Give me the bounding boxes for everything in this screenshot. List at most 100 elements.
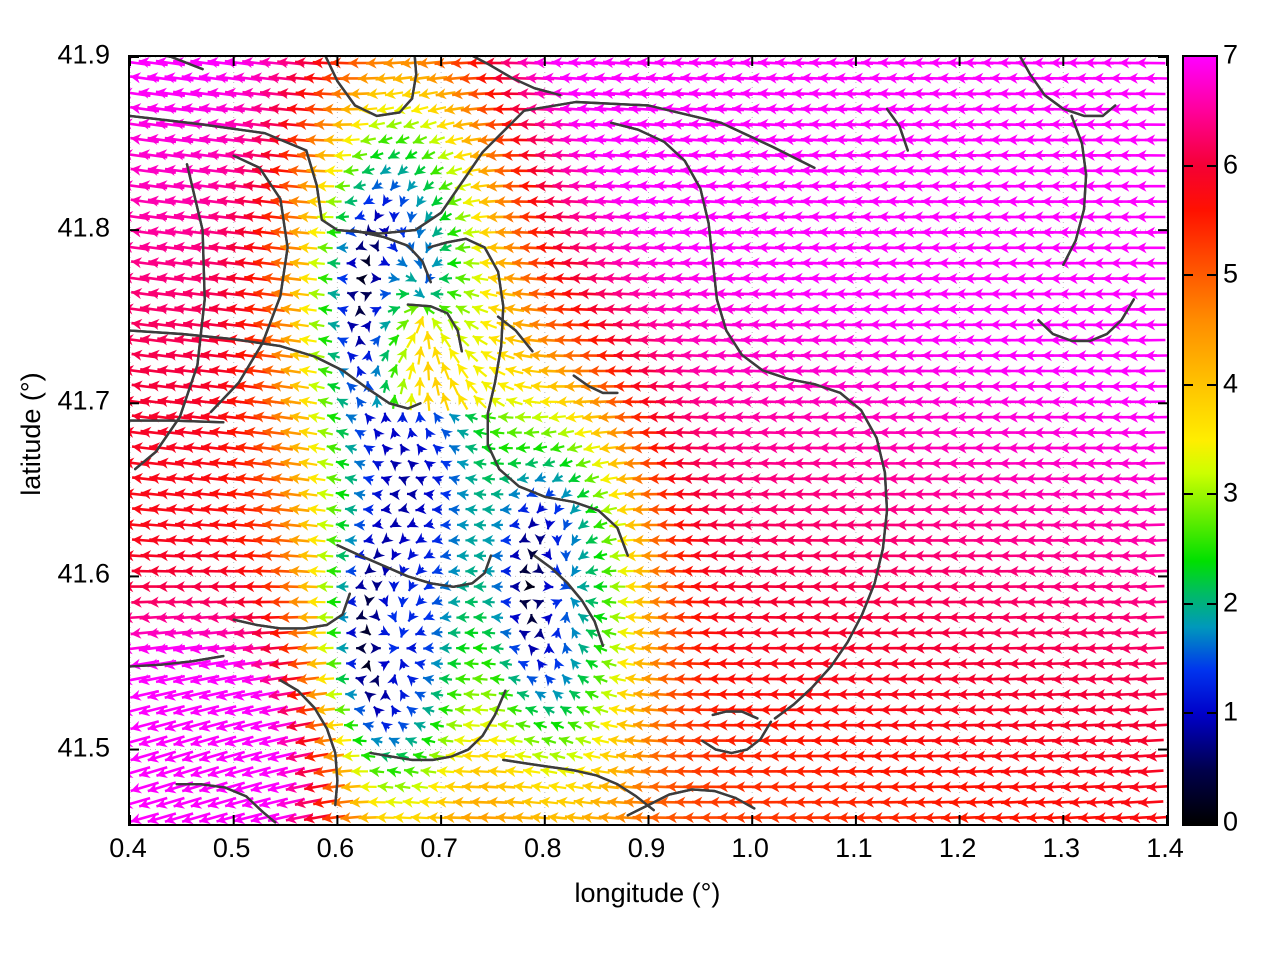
wind-vector-arrow [439,210,453,222]
wind-vector-arrow [377,781,394,793]
wind-vector-arrow [463,289,480,301]
wind-vector-arrow [341,781,361,793]
wind-vector-arrow [463,719,480,731]
wind-vector-arrow [407,579,419,592]
coastline-contour-top [350,228,432,284]
wind-vector-arrow [1146,658,1167,670]
wind-vector-arrow [464,658,479,670]
wind-vector-arrow [368,118,386,130]
wind-vector-arrow [413,721,426,732]
wind-vector-arrow [1144,442,1167,454]
wind-vector-arrow [473,489,487,501]
wind-vector-arrow [497,720,514,732]
wind-vector-arrow [1146,781,1167,793]
wind-vector-arrow [362,721,375,732]
wind-vector-arrow [276,735,305,747]
wind-vector-arrow [508,674,521,686]
wind-vector-arrow [444,781,464,793]
wind-vector-arrow [388,211,400,222]
wind-vector-arrow [345,444,358,455]
wind-vector-arrow [243,211,270,223]
wind-vector-arrow [569,502,582,515]
wind-vector-arrow [473,394,487,409]
colorbar-tick-label: 6 [1223,149,1239,180]
wind-vector-arrow [296,673,320,685]
wind-vector-arrow [372,518,384,530]
wind-vector-arrow [422,674,435,686]
wind-vector-arrow [393,812,412,824]
wind-vector-arrow [1138,766,1164,778]
wind-vector-arrow [482,504,495,516]
wind-vector-arrow [280,488,302,500]
wind-vector-arrow [431,626,443,638]
coastline-contour-top [572,374,619,395]
wind-vector-arrow [352,149,368,161]
wind-vector-arrow [431,564,444,575]
wind-vector-arrow [607,765,628,777]
wind-vector-arrow [289,442,310,454]
wind-vector-arrow [426,72,448,84]
wind-vector-arrow [456,363,469,379]
x-tick-label: 0.7 [420,833,458,863]
wind-vector-arrow [378,594,389,607]
wind-vector-arrow [156,765,185,778]
wind-vector-arrow [522,365,542,377]
wind-vector-arrow [539,796,559,808]
wind-vector-arrow [298,427,318,439]
wind-vector-arrow [518,532,532,544]
wind-vector-arrow [307,596,326,608]
wind-vector-arrow [376,103,395,115]
coastline-contour-top [472,57,562,97]
wind-vector-arrow [1138,796,1164,808]
coastline-contour-top [626,788,756,817]
wind-vector-arrow [271,257,294,269]
wind-vector-arrow [342,134,360,146]
wind-vector-arrow [345,413,358,425]
wind-vector-arrow [571,627,582,640]
wind-vector-arrow [522,396,541,408]
wind-vector-arrow [544,674,557,687]
wind-vector-arrow [487,796,508,808]
wind-vector-arrow [403,766,419,778]
wind-vector-arrow [380,475,393,487]
coastline-contour-top [610,121,889,720]
wind-vector-arrow [324,134,344,146]
wind-vector-arrow [226,396,252,408]
wind-vector-arrow [414,659,427,671]
wind-vector-arrow [385,796,403,808]
wind-vector-arrow [583,750,601,762]
plot-area[interactable] [128,55,1169,826]
wind-vector-arrow [1144,257,1167,269]
wind-vector-arrow [262,488,286,500]
wind-vector-arrow [308,288,325,300]
wind-vector-arrow [559,456,573,468]
wind-vector-arrow [288,196,311,208]
wind-vector-arrow [1144,411,1167,423]
wind-vector-arrow [1136,242,1166,254]
wind-vector-arrow [317,550,334,562]
wind-vector-arrow [559,611,571,624]
wind-vector-arrow [583,720,600,732]
wind-vector-arrow [515,720,531,732]
wind-vector-arrow [361,750,376,762]
wind-vector-arrow [355,579,368,590]
wind-vector-arrow [270,195,295,207]
wind-vector-arrow [462,165,481,177]
wind-vector-arrow [181,812,211,824]
wind-vector-arrow [499,658,513,670]
wind-vector-arrow [505,766,524,778]
wind-vector-arrow [341,103,361,115]
wind-vector-arrow [261,211,286,223]
colorbar[interactable] [1182,55,1218,826]
wind-vector-arrow [360,660,372,673]
wind-vector-arrow [326,627,341,639]
coastline-contour-top [406,303,463,353]
wind-vector-arrow [345,565,357,577]
wind-vector-arrow [355,609,369,620]
wind-vector-arrow [496,750,515,762]
wind-vector-arrow [512,288,534,300]
wind-vector-arrow [380,721,394,733]
wind-vector-arrow [585,597,599,609]
wind-vector-arrow [244,365,269,377]
wind-vector-arrow [456,550,469,562]
